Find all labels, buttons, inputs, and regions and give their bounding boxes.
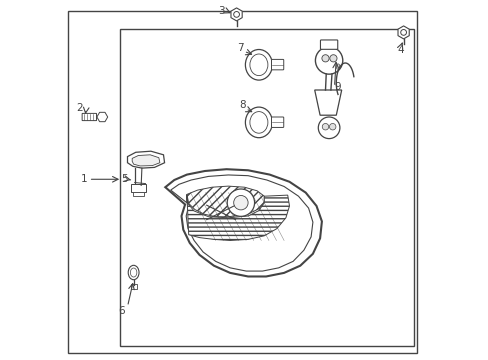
Polygon shape (186, 186, 264, 217)
Polygon shape (127, 151, 164, 168)
Circle shape (321, 55, 328, 62)
Ellipse shape (249, 112, 267, 133)
Text: 1: 1 (81, 174, 87, 184)
FancyBboxPatch shape (271, 117, 283, 127)
FancyBboxPatch shape (320, 40, 337, 49)
Polygon shape (314, 90, 341, 115)
Circle shape (322, 123, 328, 130)
Circle shape (227, 189, 254, 216)
Circle shape (315, 47, 342, 74)
Bar (120, 29, 413, 346)
Circle shape (318, 117, 339, 139)
Ellipse shape (130, 268, 137, 277)
Polygon shape (186, 194, 289, 240)
Text: 8: 8 (239, 100, 245, 110)
Polygon shape (132, 155, 160, 166)
Ellipse shape (336, 64, 339, 69)
Text: 2: 2 (76, 103, 83, 113)
Polygon shape (170, 175, 312, 271)
FancyBboxPatch shape (271, 59, 283, 70)
Bar (130, 284, 136, 289)
Circle shape (329, 55, 336, 62)
Text: 7: 7 (237, 42, 244, 53)
Text: 3: 3 (217, 6, 224, 16)
Text: 9: 9 (334, 82, 341, 92)
Circle shape (400, 30, 406, 35)
Ellipse shape (245, 107, 272, 138)
Circle shape (233, 12, 239, 17)
Polygon shape (165, 169, 321, 276)
Ellipse shape (128, 265, 139, 280)
Circle shape (329, 123, 335, 130)
Ellipse shape (249, 54, 267, 76)
Text: 5: 5 (122, 174, 128, 184)
Circle shape (233, 195, 247, 210)
FancyBboxPatch shape (82, 113, 96, 121)
Text: 6: 6 (118, 306, 124, 316)
Bar (131, 184, 146, 192)
Ellipse shape (245, 50, 272, 80)
Bar (133, 192, 143, 196)
Text: 4: 4 (397, 45, 404, 55)
